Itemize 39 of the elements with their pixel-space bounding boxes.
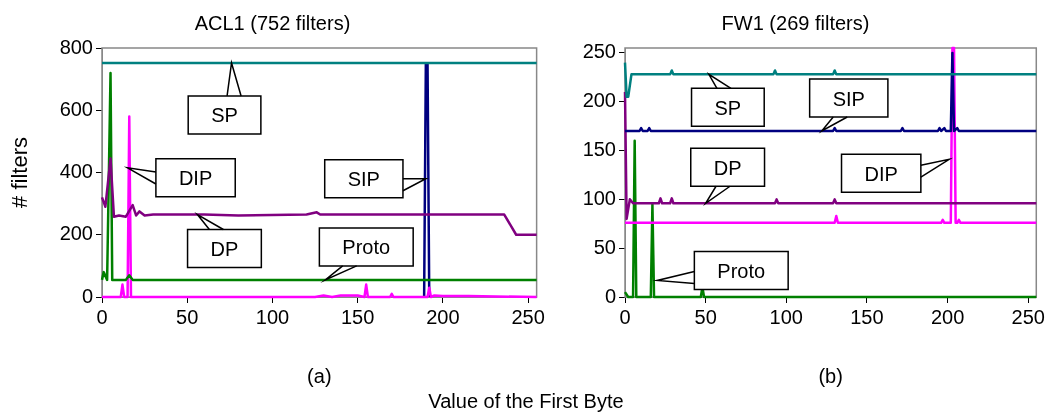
annotation: SP: [211, 104, 238, 127]
x-tick-label: 100: [769, 305, 803, 328]
x-tick-label: 50: [694, 305, 717, 328]
y-tick-label: 250: [582, 40, 616, 63]
x-tick-label: 250: [1011, 305, 1045, 328]
y-tick-label: 400: [59, 160, 93, 183]
x-tick-label: 200: [426, 305, 460, 328]
x-tick-label: 250: [511, 305, 545, 328]
annotation: Proto: [717, 259, 766, 282]
annotation: DP: [210, 238, 239, 261]
annotation: SIP: [347, 168, 380, 191]
x-tick-label: 100: [255, 305, 290, 328]
x-tick-label: 50: [176, 305, 199, 328]
y-tick-label: 0: [604, 284, 616, 307]
chart-title: FW1 (269 filters): [721, 11, 870, 34]
annotation: DP: [713, 156, 742, 179]
chart-title: ACL1 (752 filters): [194, 11, 351, 34]
y-tick-label: 0: [81, 284, 93, 307]
y-tick-label: 800: [59, 35, 93, 58]
annotation: Proto: [342, 236, 391, 259]
y-tick-label: 150: [582, 138, 616, 161]
x-tick-label: 0: [96, 305, 108, 328]
y-tick-label: 200: [59, 222, 93, 245]
y-tick-label: 600: [59, 97, 93, 120]
x-axis-title: Value of the First Byte: [427, 390, 625, 412]
y-axis-title: # filters: [7, 137, 33, 208]
annotation: SIP: [832, 87, 865, 110]
y-tick-label: 200: [582, 89, 616, 112]
y-tick-label: 50: [593, 235, 616, 258]
x-tick-label: 150: [340, 305, 375, 328]
x-tick-label: 0: [619, 305, 631, 328]
y-tick-label: 100: [582, 186, 616, 209]
text: (b): [818, 364, 843, 387]
x-tick-label: 200: [930, 305, 965, 328]
annotation: SP: [714, 96, 742, 119]
text: (a): [307, 364, 332, 387]
annotation: DIP: [864, 162, 898, 185]
x-tick-label: 150: [850, 305, 884, 328]
annotation: DIP: [178, 167, 213, 190]
